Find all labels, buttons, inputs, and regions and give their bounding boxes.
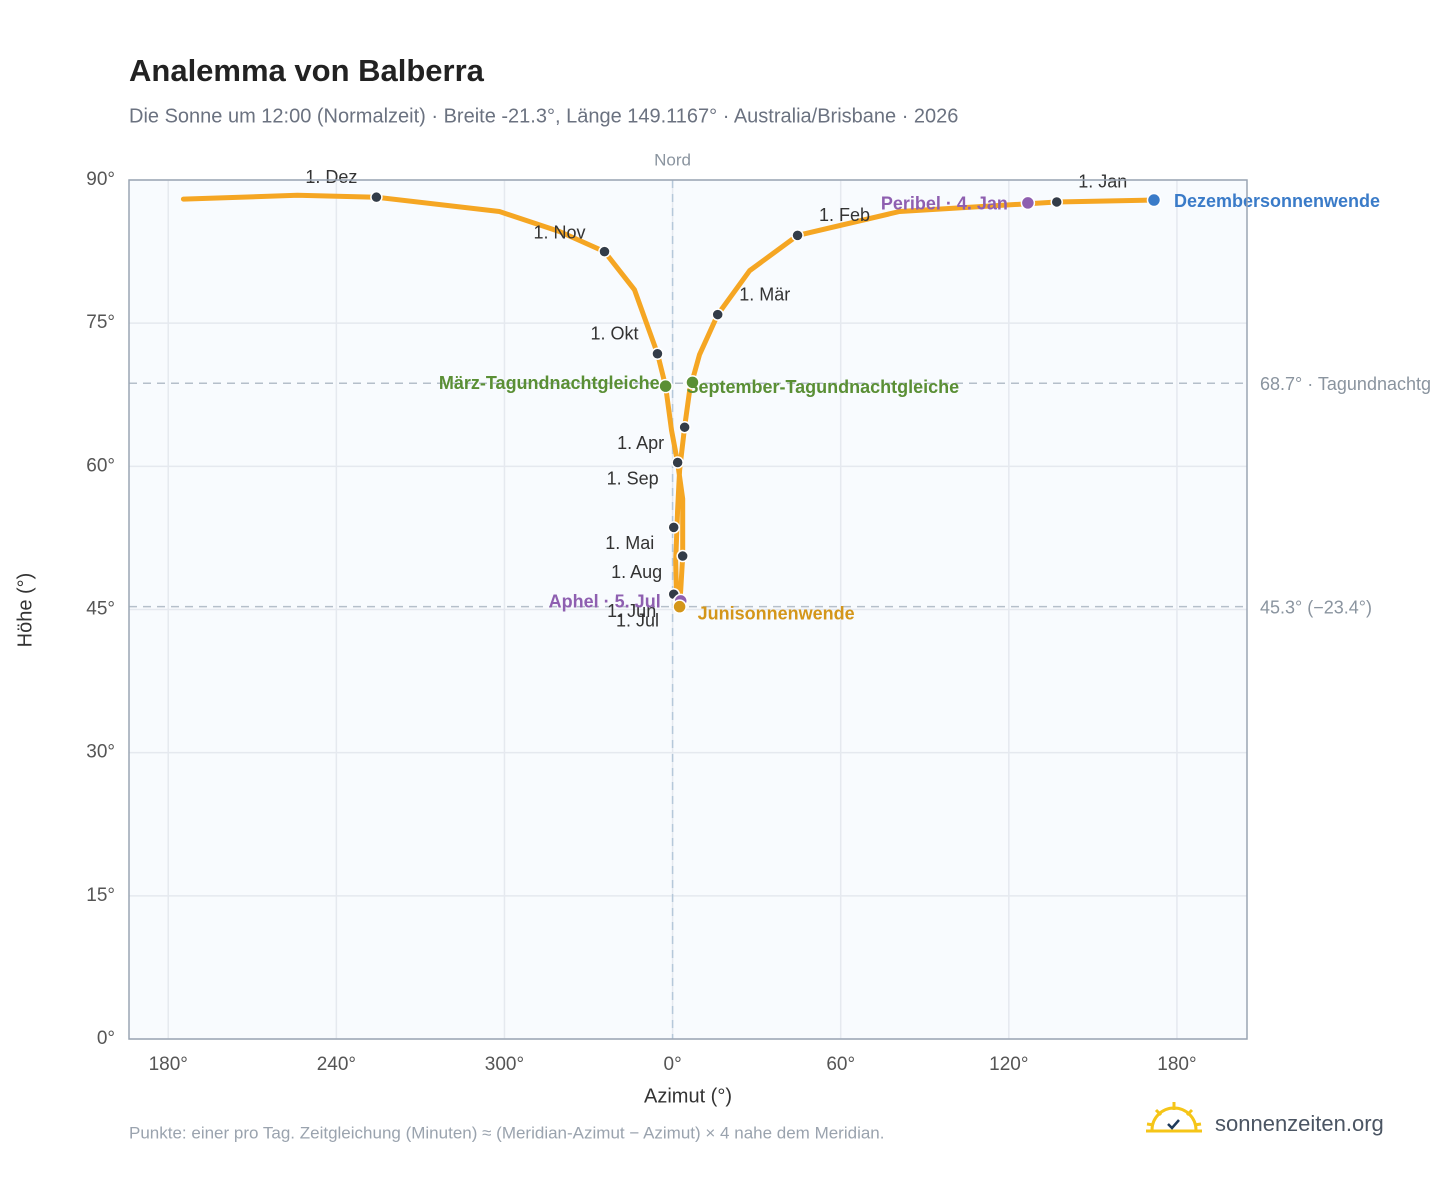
month-label: 1. Okt	[590, 323, 638, 343]
footnote: Punkte: einer pro Tag. Zeitgleichung (Mi…	[129, 1123, 885, 1142]
x-tick-label: 120°	[989, 1054, 1028, 1075]
event-marker	[1020, 195, 1036, 211]
reference-label: 68.7° · Tagundnachtg	[1260, 374, 1431, 394]
month-label: 1. Aug	[611, 562, 662, 582]
month-marker	[667, 521, 680, 534]
event-label: März-Tagundnachtgleiche	[439, 373, 660, 393]
event-marker	[658, 378, 673, 394]
month-marker	[1050, 195, 1063, 209]
y-tick-label: 90°	[86, 169, 115, 190]
event-label: Dezembersonnenwende	[1174, 191, 1380, 211]
y-tick-label: 60°	[86, 455, 115, 476]
x-tick-label: 240°	[317, 1054, 356, 1075]
month-label: 1. Apr	[617, 433, 664, 453]
month-marker	[678, 420, 691, 434]
chart-subtitle: Die Sonne um 12:00 (Normalzeit) · Breite…	[129, 105, 958, 127]
y-tick-label: 0°	[97, 1028, 115, 1049]
x-tick-label: 0°	[664, 1054, 682, 1075]
event-marker	[685, 375, 700, 390]
month-marker	[651, 347, 664, 360]
brand: sonnenzeiten.org	[1215, 1111, 1384, 1136]
chart-title: Analemma von Balberra	[129, 53, 485, 88]
month-label: 1. Mär	[739, 284, 790, 304]
event-label: Peribel · 4. Jan	[881, 194, 1008, 214]
month-label: 1. Nov	[533, 222, 585, 242]
event-label: Aphel · 5. Jul	[549, 592, 661, 612]
y-tick-label: 45°	[86, 599, 115, 620]
reference-label: 45.3° (−23.4°)	[1260, 597, 1372, 617]
x-tick-label: 180°	[149, 1054, 188, 1075]
month-label: 1. Jul	[616, 611, 659, 631]
x-axis-label: Azimut (°)	[644, 1085, 732, 1107]
month-label: 1. Jan	[1078, 172, 1127, 192]
reference-label: Nord	[654, 150, 691, 169]
y-axis-label: Höhe (°)	[14, 573, 36, 648]
month-marker	[370, 190, 383, 204]
month-label: 1. Mai	[605, 533, 654, 553]
event-marker	[1146, 192, 1162, 208]
brand-logo	[1146, 1102, 1202, 1133]
y-tick-label: 15°	[86, 885, 115, 906]
x-tick-label: 300°	[485, 1054, 524, 1075]
x-tick-label: 180°	[1157, 1054, 1196, 1075]
month-marker	[676, 549, 689, 563]
month-label: 1. Feb	[819, 205, 870, 225]
month-marker	[711, 308, 724, 321]
y-tick-label: 30°	[86, 742, 115, 763]
y-tick-label: 75°	[86, 312, 115, 333]
month-marker	[671, 456, 684, 469]
plot-border	[128, 179, 1248, 1040]
event-marker	[672, 599, 687, 614]
month-label: 1. Dez	[305, 167, 357, 187]
month-marker	[598, 245, 611, 258]
event-label: September-Tagundnachtgleiche	[686, 377, 959, 397]
grid	[129, 179, 1247, 1040]
x-tick-label: 60°	[826, 1054, 855, 1075]
month-label: 1. Jun	[607, 601, 656, 621]
month-label: 1. Sep	[607, 468, 659, 488]
event-label: Junisonnenwende	[698, 603, 855, 623]
month-marker	[791, 229, 804, 242]
